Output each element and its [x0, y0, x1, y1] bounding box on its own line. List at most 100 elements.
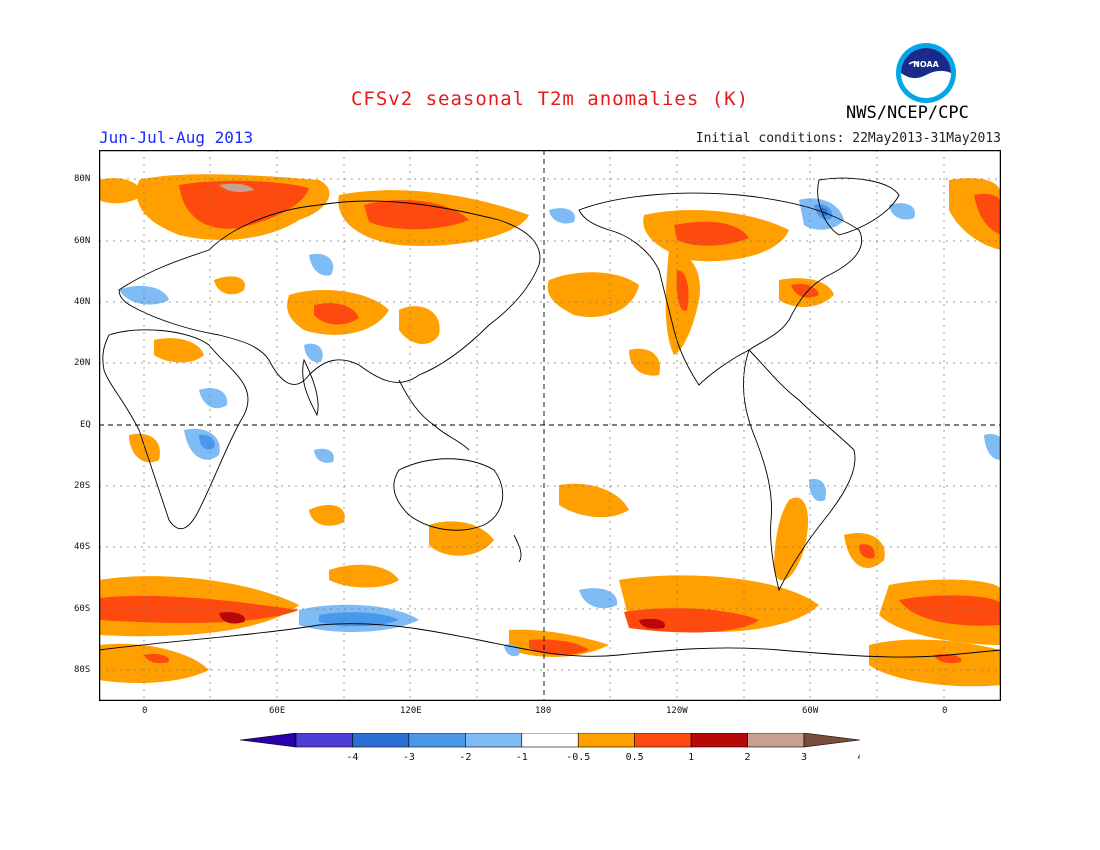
- noaa-logo-text: NOAA: [913, 60, 939, 69]
- colorbar-swatch: [352, 733, 410, 748]
- colorbar-swatch: [408, 733, 466, 748]
- warm-region: [99, 178, 144, 204]
- warm-region: [974, 193, 1001, 235]
- coastline-india: [302, 358, 319, 417]
- lon-tick: 60E: [269, 706, 286, 716]
- colorbar-swatch: [465, 733, 523, 748]
- cool-region: [199, 434, 215, 450]
- colorbar-label: -1: [516, 752, 528, 761]
- colorbar-label: 1: [688, 752, 694, 761]
- lon-tick: 120E: [400, 706, 422, 716]
- coastline-antarctica: [99, 623, 1001, 658]
- cool-region: [889, 203, 915, 220]
- colorbar-swatch: [521, 733, 579, 748]
- warm-region: [219, 612, 245, 624]
- lat-tick: 40S: [74, 542, 91, 552]
- warm-region: [934, 653, 962, 664]
- warm-region: [99, 643, 209, 683]
- anomaly-shading: [99, 174, 1001, 687]
- reference-lines: [99, 150, 1001, 701]
- colorbar-label: -2: [459, 752, 471, 761]
- colorbar-label: 4: [857, 752, 860, 761]
- colorbar: -4 -3 -2 -1 -0.5 0.5 1 2 3 4: [240, 733, 860, 761]
- warm-region: [364, 200, 469, 230]
- coastline-africa: [102, 329, 249, 530]
- warm-region: [529, 639, 589, 656]
- warm-region: [791, 284, 819, 298]
- lon-tick: 120W: [666, 706, 688, 716]
- colorbar-label: 3: [801, 752, 807, 761]
- warm-region: [219, 183, 254, 193]
- colorbar-swatch: [747, 733, 805, 748]
- lat-tick: 40N: [74, 297, 91, 307]
- coastline-australia: [393, 458, 504, 531]
- coastline-north-america: [578, 192, 863, 386]
- colorbar-swatch: [295, 733, 353, 748]
- map-border: [99, 150, 1001, 701]
- colorbar-swatch: [577, 733, 635, 748]
- warm-region: [179, 180, 309, 229]
- colorbar-swatch: [690, 733, 748, 748]
- cool-region: [314, 448, 334, 463]
- warm-region: [144, 653, 170, 664]
- warm-region: [774, 497, 809, 581]
- warm-region: [639, 618, 665, 629]
- lat-tick: 60N: [74, 236, 91, 246]
- cool-region: [119, 285, 169, 305]
- cool-region: [309, 253, 334, 276]
- colorbar-swatch: [803, 733, 860, 748]
- cool-region: [809, 479, 827, 502]
- anomaly-map: [99, 150, 1001, 701]
- lat-tick: 60S: [74, 604, 91, 614]
- graticule: [99, 150, 1001, 701]
- lon-tick: 180: [535, 706, 552, 716]
- lat-tick: 20S: [74, 481, 91, 491]
- colorbar-label: -4: [346, 752, 358, 761]
- lat-tick: EQ: [80, 420, 91, 430]
- coastlines: [99, 177, 1001, 658]
- colorbar-swatch: [634, 733, 692, 748]
- colorbar-swatch: [240, 733, 297, 748]
- coastline-new-zealand: [513, 534, 522, 563]
- warm-region: [899, 595, 1001, 626]
- cool-region: [319, 612, 399, 627]
- warm-region: [676, 270, 689, 311]
- cool-region: [304, 343, 323, 363]
- warm-region: [629, 348, 660, 376]
- noaa-logo: NOAA: [896, 43, 956, 103]
- warm-region: [547, 272, 639, 317]
- colorbar-label: -0.5: [566, 752, 590, 761]
- warm-region: [559, 483, 629, 518]
- coastline-eurasia: [118, 200, 541, 385]
- warm-region: [309, 504, 345, 526]
- cool-region: [984, 433, 1001, 460]
- warm-region: [214, 276, 245, 295]
- warm-region: [869, 639, 1001, 687]
- warm-region: [129, 433, 160, 463]
- coastline-south-america: [743, 349, 856, 592]
- coastline-greenland: [817, 177, 900, 236]
- lon-tick: 0: [142, 706, 148, 716]
- forecast-period: Jun-Jul-Aug 2013: [99, 128, 254, 147]
- colorbar-label: -3: [403, 752, 415, 761]
- lon-tick: 0: [942, 706, 948, 716]
- initial-conditions: Initial conditions: 22May2013-31May2013: [695, 131, 1001, 146]
- colorbar-label: 0.5: [626, 752, 644, 761]
- colorbar-label: 2: [745, 752, 751, 761]
- cool-region: [199, 388, 228, 409]
- warm-region: [399, 306, 440, 345]
- lat-tick: 80S: [74, 665, 91, 675]
- warm-region: [329, 564, 399, 588]
- map-title: CFSv2 seasonal T2m anomalies (K): [350, 88, 750, 110]
- cool-region: [579, 588, 618, 609]
- agency-label: NWS/NCEP/CPC: [846, 103, 969, 123]
- warm-region: [154, 338, 204, 363]
- lat-tick: 80N: [74, 174, 91, 184]
- cool-region: [549, 208, 575, 224]
- warm-region: [99, 595, 299, 623]
- lon-tick: 60W: [802, 706, 819, 716]
- warm-region: [314, 303, 359, 325]
- warm-region: [674, 221, 749, 246]
- lat-tick: 20N: [74, 358, 91, 368]
- warm-region: [859, 544, 875, 559]
